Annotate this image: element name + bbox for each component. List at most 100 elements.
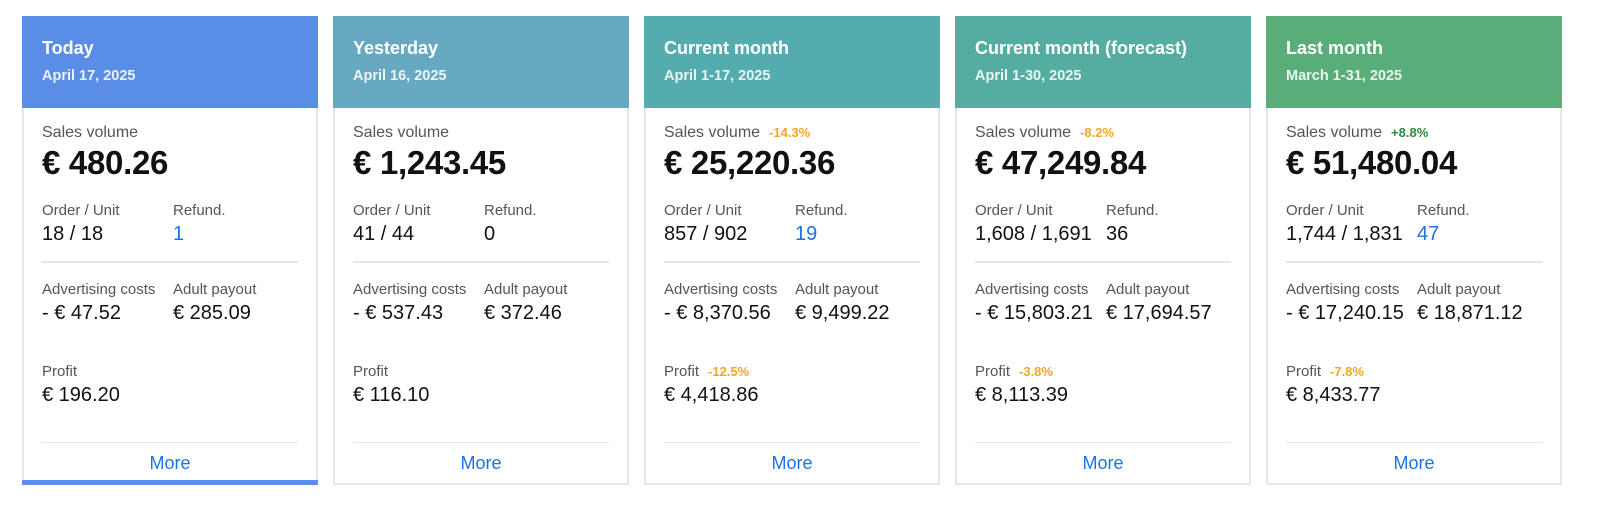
card-header: Today April 17, 2025 xyxy=(22,16,318,108)
adult-payout-label: Adult payout xyxy=(1106,281,1190,298)
card-body: Sales volume -8.2% € 47,249.84 Order / U… xyxy=(957,108,1249,483)
summary-cards-row: Today April 17, 2025 Sales volume € 480.… xyxy=(22,16,1562,485)
card-body: Sales volume € 1,243.45 Order / Unit 41 … xyxy=(335,108,627,483)
profit-label: Profit xyxy=(664,363,700,380)
costs-payout-row: Advertising costs - € 17,240.15 Adult pa… xyxy=(1286,281,1542,325)
card-date-range: April 17, 2025 xyxy=(42,68,136,84)
sales-change-badge: -8.2% xyxy=(1080,125,1115,140)
adult-payout-label: Adult payout xyxy=(173,281,257,298)
sales-volume-value: € 51,480.04 xyxy=(1286,144,1458,181)
order-refund-row: Order / Unit 857 / 902 Refund. 19 xyxy=(664,202,920,246)
summary-card-last-month[interactable]: Last month March 1-31, 2025 Sales volume… xyxy=(1266,16,1562,485)
order-refund-row: Order / Unit 1,744 / 1,831 Refund. 47 xyxy=(1286,202,1542,246)
sales-change-badge: -14.3% xyxy=(769,125,811,140)
adult-payout-value: € 372.46 xyxy=(484,302,562,324)
advertising-costs-label: Advertising costs xyxy=(1286,281,1400,298)
sales-volume-label: Sales volume xyxy=(975,124,1072,141)
divider xyxy=(42,261,298,263)
more-link[interactable]: More xyxy=(1393,452,1435,473)
refund-label: Refund. xyxy=(173,202,226,219)
sales-volume-label-row: Sales volume xyxy=(42,124,298,142)
adult-payout-label: Adult payout xyxy=(1417,281,1501,298)
active-indicator-bar xyxy=(22,480,318,485)
profit-change-badge: -3.8% xyxy=(1019,364,1053,379)
card-date-range: April 1-30, 2025 xyxy=(975,68,1082,84)
refund-value[interactable]: 47 xyxy=(1417,223,1440,245)
advertising-costs-value: - € 15,803.21 xyxy=(975,302,1093,324)
costs-payout-row: Advertising costs - € 8,370.56 Adult pay… xyxy=(664,281,920,325)
profit-block: Profit € 196.20 xyxy=(42,363,298,407)
card-body: Sales volume € 480.26 Order / Unit 18 / … xyxy=(24,108,316,483)
more-link[interactable]: More xyxy=(1082,452,1124,473)
adult-payout-value: € 285.09 xyxy=(173,302,251,324)
more-link[interactable]: More xyxy=(149,452,191,473)
adult-payout-label: Adult payout xyxy=(795,281,879,298)
more-footer: More xyxy=(664,442,920,483)
more-link[interactable]: More xyxy=(460,452,502,473)
refund-label: Refund. xyxy=(1417,202,1470,219)
order-unit-label: Order / Unit xyxy=(1286,202,1364,219)
more-footer: More xyxy=(1286,442,1542,483)
profit-label: Profit xyxy=(1286,363,1322,380)
card-body: Sales volume +8.8% € 51,480.04 Order / U… xyxy=(1268,108,1560,483)
summary-card-current-month[interactable]: Current month April 1-17, 2025 Sales vol… xyxy=(644,16,940,485)
profit-value: € 196.20 xyxy=(42,384,120,406)
advertising-costs-label: Advertising costs xyxy=(664,281,778,298)
order-unit-value: 1,744 / 1,831 xyxy=(1286,223,1403,245)
more-link[interactable]: More xyxy=(771,452,813,473)
profit-block: Profit -7.8% € 8,433.77 xyxy=(1286,363,1542,407)
order-unit-value: 18 / 18 xyxy=(42,223,104,245)
card-date-range: April 1-17, 2025 xyxy=(664,68,771,84)
profit-label-row: Profit xyxy=(353,363,609,380)
advertising-costs-value: - € 537.43 xyxy=(353,302,444,324)
summary-card-yesterday[interactable]: Yesterday April 16, 2025 Sales volume € … xyxy=(333,16,629,485)
profit-change-badge: -7.8% xyxy=(1330,364,1364,379)
more-footer: More xyxy=(353,442,609,483)
profit-block: Profit € 116.10 xyxy=(353,363,609,407)
card-date-range: March 1-31, 2025 xyxy=(1286,68,1403,84)
refund-label: Refund. xyxy=(1106,202,1159,219)
refund-value[interactable]: 1 xyxy=(173,223,185,245)
order-unit-value: 41 / 44 xyxy=(353,223,415,245)
advertising-costs-label: Advertising costs xyxy=(42,281,156,298)
profit-label: Profit xyxy=(42,363,78,380)
card-header: Current month (forecast) April 1-30, 202… xyxy=(955,16,1251,108)
refund-value[interactable]: 36 xyxy=(1106,223,1129,245)
divider xyxy=(975,261,1231,263)
profit-label-row: Profit -12.5% xyxy=(664,363,920,380)
order-unit-value: 857 / 902 xyxy=(664,223,748,245)
profit-label-row: Profit -7.8% xyxy=(1286,363,1542,380)
card-header: Yesterday April 16, 2025 xyxy=(333,16,629,108)
profit-label: Profit xyxy=(353,363,389,380)
costs-payout-row: Advertising costs - € 47.52 Adult payout… xyxy=(42,281,298,325)
advertising-costs-label: Advertising costs xyxy=(353,281,467,298)
adult-payout-label: Adult payout xyxy=(484,281,568,298)
sales-volume-label-row: Sales volume +8.8% xyxy=(1286,124,1542,142)
sales-volume-value: € 1,243.45 xyxy=(353,144,506,181)
summary-card-forecast[interactable]: Current month (forecast) April 1-30, 202… xyxy=(955,16,1251,485)
sales-volume-label: Sales volume xyxy=(353,124,450,141)
card-title: Current month xyxy=(664,38,789,58)
order-unit-label: Order / Unit xyxy=(975,202,1053,219)
refund-label: Refund. xyxy=(795,202,848,219)
adult-payout-value: € 17,694.57 xyxy=(1106,302,1212,324)
refund-value[interactable]: 0 xyxy=(484,223,496,245)
card-title: Today xyxy=(42,38,94,58)
sales-volume-value: € 25,220.36 xyxy=(664,144,836,181)
divider xyxy=(1286,261,1542,263)
summary-card-today[interactable]: Today April 17, 2025 Sales volume € 480.… xyxy=(22,16,318,485)
refund-value[interactable]: 19 xyxy=(795,223,818,245)
card-title: Last month xyxy=(1286,38,1383,58)
refund-label: Refund. xyxy=(484,202,537,219)
advertising-costs-label: Advertising costs xyxy=(975,281,1089,298)
profit-value: € 8,433.77 xyxy=(1286,384,1381,406)
order-refund-row: Order / Unit 1,608 / 1,691 Refund. 36 xyxy=(975,202,1231,246)
card-body: Sales volume -14.3% € 25,220.36 Order / … xyxy=(646,108,938,483)
card-title: Current month (forecast) xyxy=(975,38,1188,58)
divider xyxy=(664,261,920,263)
profit-label-row: Profit xyxy=(42,363,298,380)
order-unit-label: Order / Unit xyxy=(353,202,431,219)
sales-volume-label: Sales volume xyxy=(664,124,761,141)
order-refund-row: Order / Unit 41 / 44 Refund. 0 xyxy=(353,202,609,246)
adult-payout-value: € 9,499.22 xyxy=(795,302,890,324)
